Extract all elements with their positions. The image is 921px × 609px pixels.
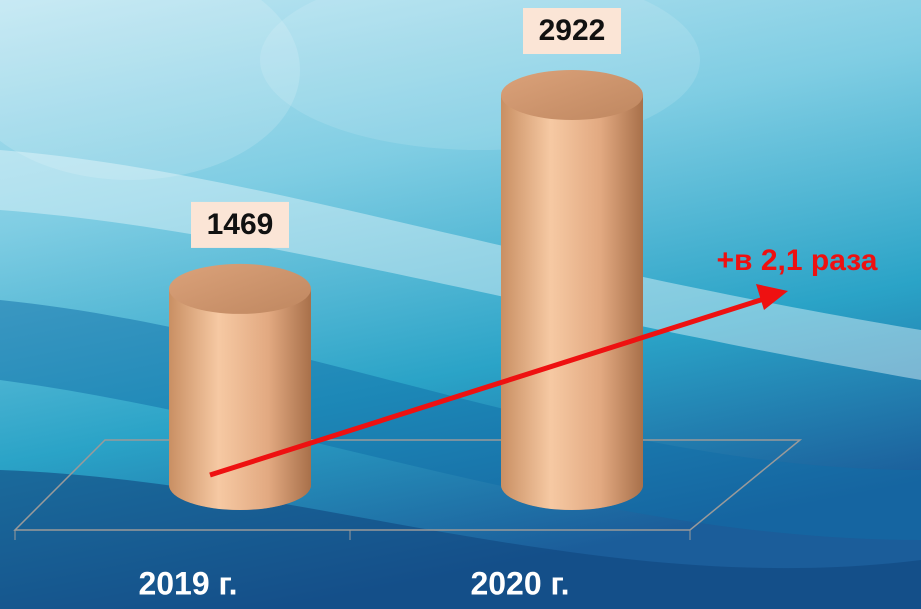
x-tick-label: 2020 г. [470,565,569,601]
value-label: 1469 [207,208,274,241]
cylinder-body [169,288,311,485]
cylinder-top [169,263,311,314]
bars [169,70,643,510]
value-label: 2922 [539,14,606,47]
annotation: +в 2,1 раза [717,244,878,277]
x-tick-label: 2019 г. [138,565,237,601]
trend-arrow [209,284,788,478]
cylinder-bottom-edge [501,460,643,510]
value-label-box [191,201,289,248]
value-label-box [523,8,621,54]
glow [0,0,300,180]
cylinder-top [501,70,643,120]
arrow-line [209,294,771,478]
arrow-head [756,284,788,310]
cylinder-body [501,95,643,485]
cylinder-bottom-edge [169,460,311,510]
